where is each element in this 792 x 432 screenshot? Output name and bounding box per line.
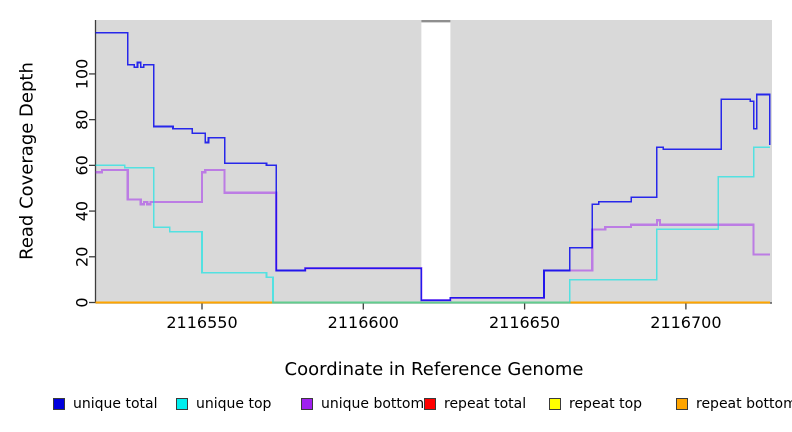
y-axis-title: Read Coverage Depth: [16, 62, 38, 260]
legend-swatch-icon: [549, 398, 561, 410]
series-line-unique-top: [95, 146, 770, 304]
legend-swatch-icon: [301, 398, 313, 410]
y-tick-label: 100: [73, 59, 92, 90]
legend-swatch-icon: [424, 398, 436, 410]
x-tick-label: 2116600: [327, 313, 399, 332]
legend-item-unique-top: unique top: [176, 396, 271, 412]
legend-label: unique top: [196, 396, 272, 412]
legend-item-repeat-total: repeat total: [424, 396, 526, 412]
y-tick-label: 60: [73, 155, 92, 175]
legend-label: unique bottom: [321, 396, 425, 412]
legend-label: repeat bottom: [696, 396, 792, 412]
x-tick-label: 2116650: [488, 313, 561, 332]
legend-label: repeat total: [444, 396, 527, 412]
series-line-unique-total: [95, 31, 771, 302]
y-tick-label: 40: [73, 201, 92, 221]
y-tick-label: 20: [73, 247, 92, 267]
y-tick-label: 0: [73, 297, 92, 307]
legend-item-unique-total: unique total: [53, 396, 157, 412]
legend-swatch-icon: [676, 398, 688, 410]
legend-label: repeat top: [569, 396, 643, 412]
x-axis-title: Coordinate in Reference Genome: [284, 359, 584, 380]
legend-swatch-icon: [53, 398, 65, 410]
x-tick-label: 2116550: [166, 313, 238, 332]
legend-swatch-icon: [176, 398, 188, 410]
legend-label: unique total: [73, 396, 158, 412]
x-tick-label: 2116700: [650, 313, 722, 332]
legend-item-repeat-bottom: repeat bottom: [676, 396, 792, 412]
legend-item-repeat-top: repeat top: [549, 396, 642, 412]
coverage-gap-band: [421, 20, 451, 303]
y-tick-label: 80: [73, 109, 92, 129]
legend-item-unique-bottom: unique bottom: [301, 396, 424, 412]
